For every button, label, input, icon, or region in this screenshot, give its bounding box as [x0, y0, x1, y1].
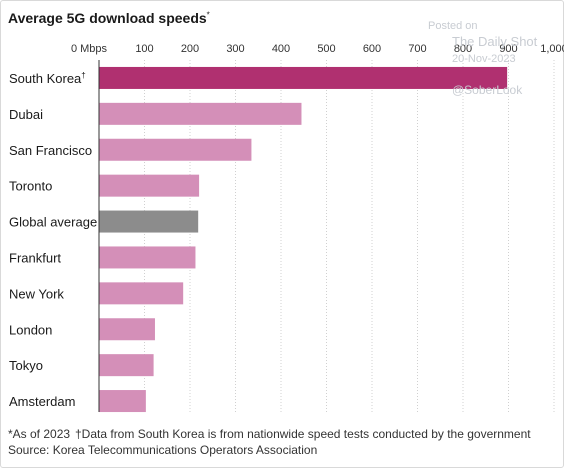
chart-title: Average 5G download speeds*	[8, 10, 210, 26]
footnote-south-korea: †Data from South Korea is from nationwid…	[75, 427, 531, 441]
x-tick-label: 200	[181, 43, 199, 55]
category-label: London	[9, 322, 52, 337]
x-tick-label: 300	[226, 43, 244, 55]
category-label: New York	[9, 286, 64, 301]
x-tick-label: 600	[363, 43, 381, 55]
category-label: Tokyo	[9, 358, 43, 373]
x-tick-label: 800	[454, 43, 472, 55]
bar	[99, 318, 155, 341]
x-tick-label: 400	[272, 43, 290, 55]
bar-chart: 0 Mbps 100 200 300 400 500 600 700 800 900 1,000 So…	[9, 43, 564, 413]
bar	[99, 246, 196, 269]
category-label: South Korea†	[9, 71, 86, 86]
source-note: Source: Korea Telecommunications Operato…	[8, 443, 318, 457]
category-label: Toronto	[9, 179, 52, 194]
title-marker: *	[206, 10, 210, 20]
bar	[99, 174, 200, 197]
watermark-date: 20-Nov-2023	[452, 53, 516, 65]
x-tick-label: 900	[499, 43, 517, 55]
bar	[99, 354, 154, 377]
x-tick-label: 700	[408, 43, 426, 55]
bar	[99, 102, 302, 125]
x-tick-label: 100	[135, 43, 153, 55]
bar	[99, 390, 146, 413]
category-label: San Francisco	[9, 143, 92, 158]
category-label: Dubai	[9, 107, 43, 122]
watermark-source: The Daily Shot	[452, 34, 538, 49]
category-label: Amsterdam	[9, 394, 75, 409]
x-tick-label: 500	[317, 43, 335, 55]
x-tick-label: 0 Mbps	[71, 43, 108, 55]
footnote-as-of: *As of 2023	[8, 427, 71, 441]
category-label: Global average	[9, 215, 97, 230]
bar	[99, 138, 252, 161]
bar	[99, 282, 184, 305]
watermark-handle: @SoberLook	[452, 83, 523, 97]
category-marker: †	[81, 71, 85, 80]
x-tick-label: 1,000	[540, 43, 564, 55]
bar	[99, 66, 508, 89]
category-label: Frankfurt	[9, 250, 61, 265]
watermark-posted: Posted on	[428, 20, 478, 32]
bar	[99, 210, 199, 233]
